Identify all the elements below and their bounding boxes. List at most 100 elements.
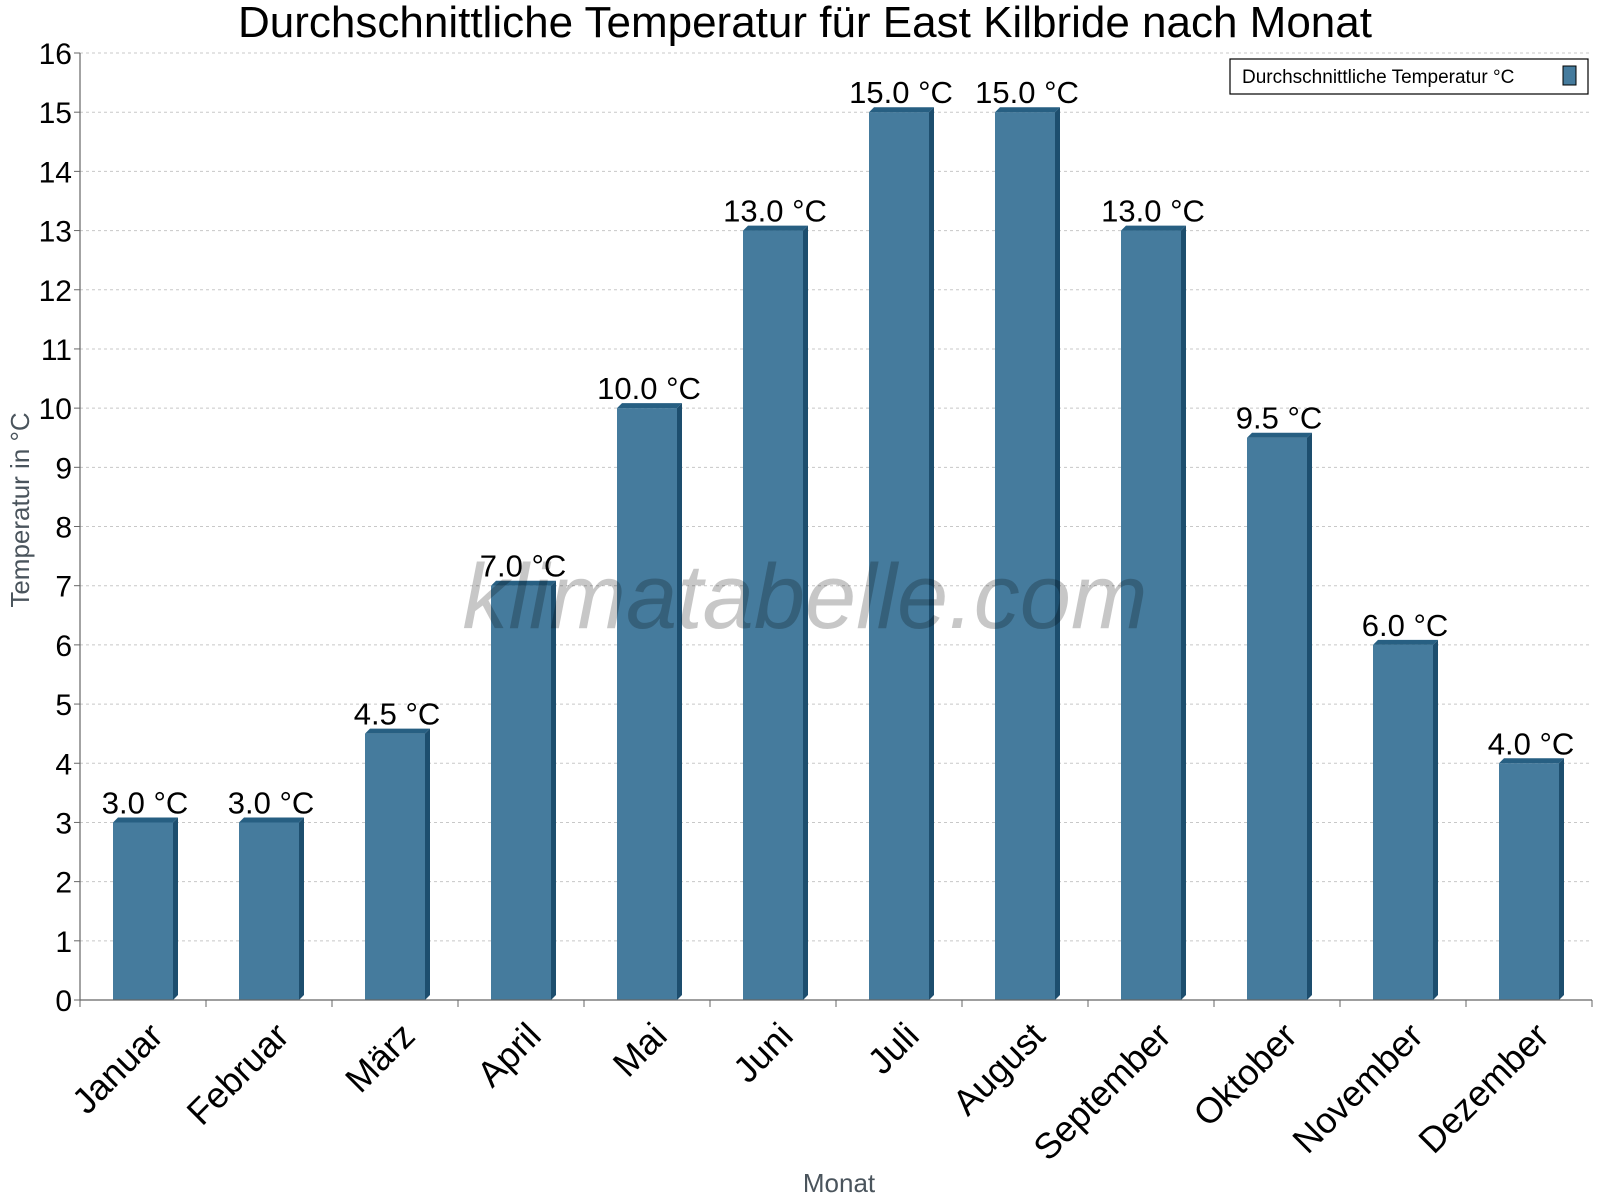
x-axis-label: Monat [803, 1168, 876, 1198]
x-tick-label: März [337, 1015, 423, 1101]
bar-side [929, 107, 934, 1000]
data-label: 3.0 °C [228, 785, 315, 820]
bar-top [743, 225, 808, 231]
y-tick-label: 2 [55, 867, 72, 900]
bar-front [1121, 230, 1181, 1000]
bar [617, 403, 682, 1000]
x-tick-label: April [469, 1015, 549, 1095]
x-tick-label: Oktober [1185, 1015, 1305, 1135]
y-tick-label: 15 [39, 97, 72, 130]
bar-side [677, 403, 682, 1000]
y-tick-label: 4 [55, 748, 72, 781]
bar-front [491, 585, 551, 1000]
bar-top [1247, 432, 1312, 438]
y-tick-label: 1 [55, 926, 72, 959]
bar-top [1499, 758, 1564, 764]
bar-top [1373, 639, 1438, 645]
bar-front [1373, 644, 1433, 1000]
data-label: 7.0 °C [480, 549, 567, 584]
bar-front [995, 112, 1055, 1000]
y-tick-label: 0 [55, 985, 72, 1018]
bar [995, 107, 1060, 1000]
bar [491, 580, 556, 1000]
grid-lines [80, 52, 1592, 942]
bar-top [365, 728, 430, 734]
bar-side [173, 817, 178, 1000]
bar-top [1121, 225, 1186, 231]
bar [869, 107, 934, 1000]
legend-swatch [1562, 65, 1577, 86]
legend-box [1229, 58, 1589, 95]
bar-side [551, 580, 556, 1000]
bar-top [995, 107, 1060, 113]
x-tick-label: Juli [859, 1015, 926, 1082]
x-tick-label: November [1284, 1015, 1430, 1161]
data-label: 10.0 °C [597, 371, 701, 406]
x-tick-label: Dezember [1410, 1015, 1556, 1161]
data-label: 13.0 °C [723, 194, 827, 229]
bar-top [491, 580, 556, 586]
x-tick-label: Mai [605, 1015, 675, 1085]
bar-front [743, 230, 803, 1000]
y-tick-label: 14 [39, 156, 72, 189]
y-tick-label: 12 [39, 275, 72, 308]
data-label: 3.0 °C [102, 785, 189, 820]
bar-front [1247, 437, 1307, 1000]
bar-side [1307, 432, 1312, 1000]
data-label: 6.0 °C [1362, 608, 1449, 643]
x-tick-label: Januar [64, 1015, 171, 1122]
bar [113, 817, 178, 1000]
bar-front [869, 112, 929, 1000]
x-tick-label: August [944, 1015, 1052, 1123]
y-tick-label: 6 [55, 630, 72, 663]
bar [1373, 639, 1438, 1000]
bar-front [365, 733, 425, 1000]
bar-side [425, 728, 430, 1000]
y-tick-label: 10 [39, 393, 72, 426]
y-tick-label: 11 [41, 334, 72, 367]
y-tick-label: 3 [55, 807, 72, 840]
y-tick-label: 13 [39, 216, 72, 249]
bar [239, 817, 304, 1000]
data-label: 4.5 °C [354, 697, 441, 732]
bars [113, 107, 1564, 1000]
bar-top [239, 817, 304, 823]
y-tick-label: 9 [55, 452, 72, 485]
data-labels: 3.0 °C 3.0 °C 4.5 °C 7.0 °C 10.0 °C 13.0 °C 15… [102, 75, 1575, 820]
y-tick-label: 16 [39, 38, 72, 71]
legend-label: Durchschnittliche Temperatur °C [1242, 67, 1514, 88]
bar-front [1499, 763, 1559, 1000]
bar-side [1181, 225, 1186, 1000]
bar [1247, 432, 1312, 1000]
data-label: 9.5 °C [1236, 401, 1323, 436]
axes [79, 53, 1593, 1007]
x-tick-label: September [1025, 1015, 1179, 1169]
data-label: 15.0 °C [975, 75, 1079, 110]
bar-top [113, 817, 178, 823]
legend: Durchschnittliche Temperatur °C [1229, 58, 1589, 95]
data-label: 15.0 °C [849, 75, 953, 110]
bar-front [239, 822, 299, 1000]
watermark: klimatabelle.com [462, 546, 1147, 648]
y-tick-label: 7 [55, 571, 72, 604]
x-tick-label: Februar [179, 1015, 297, 1133]
bar-top [617, 403, 682, 409]
bar-side [1433, 639, 1438, 1000]
bar-side [1559, 758, 1564, 1000]
y-axis-label: Temperatur in °C [5, 412, 35, 607]
bar [1499, 758, 1564, 1000]
data-label: 13.0 °C [1101, 194, 1205, 229]
y-tick-label: 8 [55, 512, 72, 545]
bar [1121, 225, 1186, 1000]
bar-side [1055, 107, 1060, 1000]
bar-front [113, 822, 173, 1000]
x-tick-label: Juni [725, 1015, 801, 1091]
y-tick-label: 5 [55, 689, 72, 722]
bar-side [299, 817, 304, 1000]
data-label: 4.0 °C [1488, 726, 1575, 761]
bar-top [869, 107, 934, 113]
bar [743, 225, 808, 1000]
bar [365, 728, 430, 1000]
